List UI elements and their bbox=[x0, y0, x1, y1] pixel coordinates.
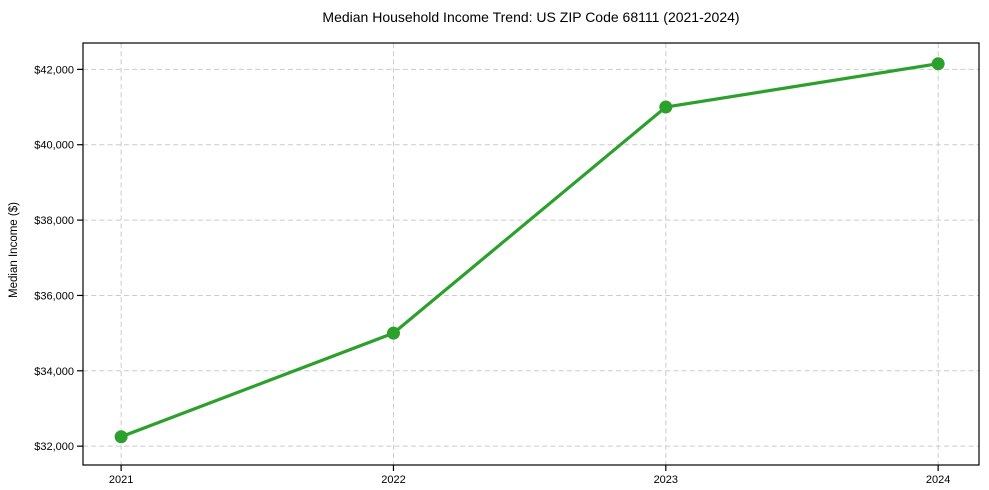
data-point-2023 bbox=[659, 100, 673, 114]
chart-title: Median Household Income Trend: US ZIP Co… bbox=[322, 9, 740, 25]
data-line bbox=[119, 62, 940, 439]
x-tick-label: 2021 bbox=[109, 474, 133, 486]
y-tick-label: $42,000 bbox=[34, 64, 74, 76]
x-tick-label: 2024 bbox=[926, 474, 950, 486]
x-tick-label: 2022 bbox=[381, 474, 405, 486]
y-tick-label: $32,000 bbox=[34, 441, 74, 453]
x-tick-label: 2023 bbox=[654, 474, 678, 486]
plot-border bbox=[82, 42, 980, 466]
y-tick-label: $40,000 bbox=[34, 140, 74, 152]
data-point-2022 bbox=[386, 326, 400, 340]
y-tick-label: $38,000 bbox=[34, 215, 74, 227]
y-tick-label: $36,000 bbox=[34, 290, 74, 302]
y-tick-label: $34,000 bbox=[34, 366, 74, 378]
data-point-2021 bbox=[114, 430, 128, 444]
data-point-2024 bbox=[931, 57, 945, 71]
